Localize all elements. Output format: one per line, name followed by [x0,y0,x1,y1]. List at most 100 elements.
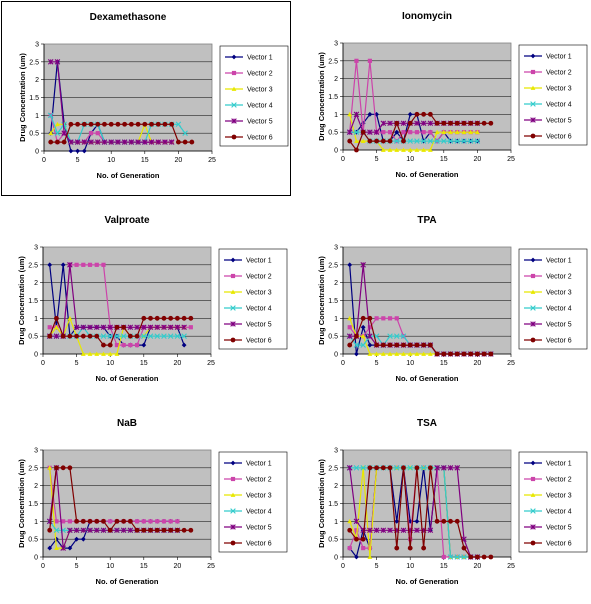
data-point [188,325,193,330]
data-point [155,121,161,127]
data-point [367,554,373,559]
data-point [387,138,393,144]
data-point [141,519,146,524]
legend-marker [530,460,536,466]
data-point [182,130,188,136]
legend-marker [530,476,536,482]
data-point [81,262,86,267]
data-point [68,121,74,127]
data-point [61,121,67,128]
legend-marker [230,337,236,343]
data-point [401,342,406,348]
data-point [161,333,167,339]
data-point [108,139,114,145]
data-point [161,315,167,321]
x-tick-label: 20 [174,563,182,570]
legend-entry: Vector 2 [546,70,572,77]
data-point [414,527,420,534]
data-point [360,465,366,471]
data-point [95,121,101,127]
data-point [400,333,407,339]
data-point [393,465,400,471]
data-point [94,333,100,339]
legend-entry: Vector 5 [546,118,572,125]
data-point [142,121,148,127]
legend-entry: Vector 4 [546,102,572,109]
data-point [454,518,460,524]
data-point [54,519,59,524]
data-point [468,129,474,135]
data-point [454,129,460,135]
legend-marker [530,101,536,107]
data-point [95,131,100,136]
legend-entry: Vector 3 [546,290,572,297]
data-point [354,536,359,542]
legend-entry: Vector 6 [546,338,572,345]
data-point [114,351,120,356]
data-point [414,147,420,152]
data-point [94,518,100,524]
y-tick-label: 2 [334,280,338,287]
chart-panel-nab: NaB 0 0.5 1 1.5 2 2.5 3 0 5 10 15 20 25 No. of Generat… [1,408,291,603]
chart-title: TPA [417,215,436,226]
data-point [87,262,93,267]
data-point [47,465,53,470]
data-point [61,139,67,145]
legend-entry: Vector 3 [247,87,273,94]
chart-panel-tpa: TPA 0 0.5 1 1.5 2 2.5 3 0 5 10 15 20 25 No. of Generat… [301,205,591,400]
data-point [420,120,427,127]
series-line [50,123,192,143]
legend-entry: Vector 3 [246,493,272,500]
y-tick-label: 2 [35,77,39,84]
legend-entry: Vector 5 [246,525,272,532]
data-point [374,138,379,144]
x-tick-label: 25 [507,360,515,367]
data-point [168,527,174,533]
legend: Vector 1 Vector 2 Vector 3 Vector 4 Vector 5… [219,45,289,147]
data-point [434,465,440,471]
x-tick-label: 10 [406,156,414,163]
data-point [101,262,106,267]
y-tick-label: 2 [34,483,38,490]
y-tick-label: 3 [34,245,38,252]
data-point [361,545,366,551]
data-point [61,519,66,524]
legend-marker [231,70,237,76]
y-axis-label: Drug Concentration (um) [17,459,26,548]
data-point [134,519,140,524]
x-tick-label: 5 [375,156,379,163]
data-point [427,120,434,127]
data-point [347,325,352,330]
data-point [354,147,359,153]
data-point [54,545,59,551]
data-point [441,129,447,135]
legend-entry: Vector 3 [246,290,272,297]
data-point [68,148,74,154]
data-point [468,554,474,560]
y-axis-label: Drug Concentration (um) [317,52,326,141]
x-tick-label: 20 [175,157,183,164]
data-point [393,138,400,144]
data-point [181,324,187,331]
y-tick-label: 0 [35,149,39,156]
data-point [360,324,366,330]
data-point [161,519,167,524]
data-point [488,351,494,357]
data-point [408,130,413,135]
data-point [47,59,54,65]
legend-marker [530,305,536,311]
data-point [74,518,79,524]
data-point [374,351,379,356]
data-point [107,342,113,348]
data-point [367,325,372,330]
legend-entry: Vector 2 [546,274,572,281]
data-point [387,465,393,471]
data-point [387,351,393,356]
data-point [127,527,134,534]
data-point [408,537,413,542]
data-point [100,333,107,339]
data-point [414,120,420,127]
data-point [461,129,467,135]
data-point [427,138,434,144]
data-point [427,527,434,534]
